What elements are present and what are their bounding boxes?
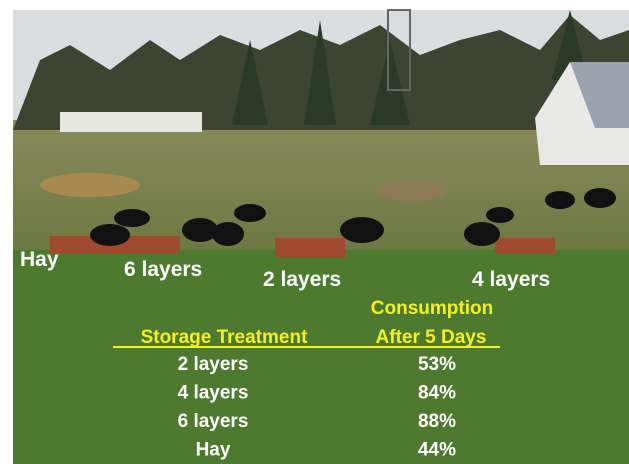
treatment-cell: Hay: [196, 440, 231, 461]
label: Hay: [20, 248, 59, 271]
photo: [13, 10, 629, 464]
label: 6 layers: [124, 258, 202, 281]
header: Storage Treatment: [141, 327, 308, 348]
treatment-cell: 4 layers: [178, 383, 249, 404]
consumption-cell: 53%: [418, 354, 456, 375]
label: 4 layers: [472, 268, 550, 291]
treatment-cell: 6 layers: [178, 411, 249, 432]
header: After 5 Days: [376, 327, 487, 348]
label: 2 layers: [263, 268, 341, 291]
consumption-cell: 44%: [418, 440, 456, 461]
consumption-cell: 84%: [418, 383, 456, 404]
header: Consumption: [371, 298, 493, 319]
consumption-cell: 88%: [418, 411, 456, 432]
treatment-cell: 2 layers: [178, 354, 249, 375]
slide: Hay 6 layers 2 layers 4 layers Consumpti…: [0, 0, 629, 464]
